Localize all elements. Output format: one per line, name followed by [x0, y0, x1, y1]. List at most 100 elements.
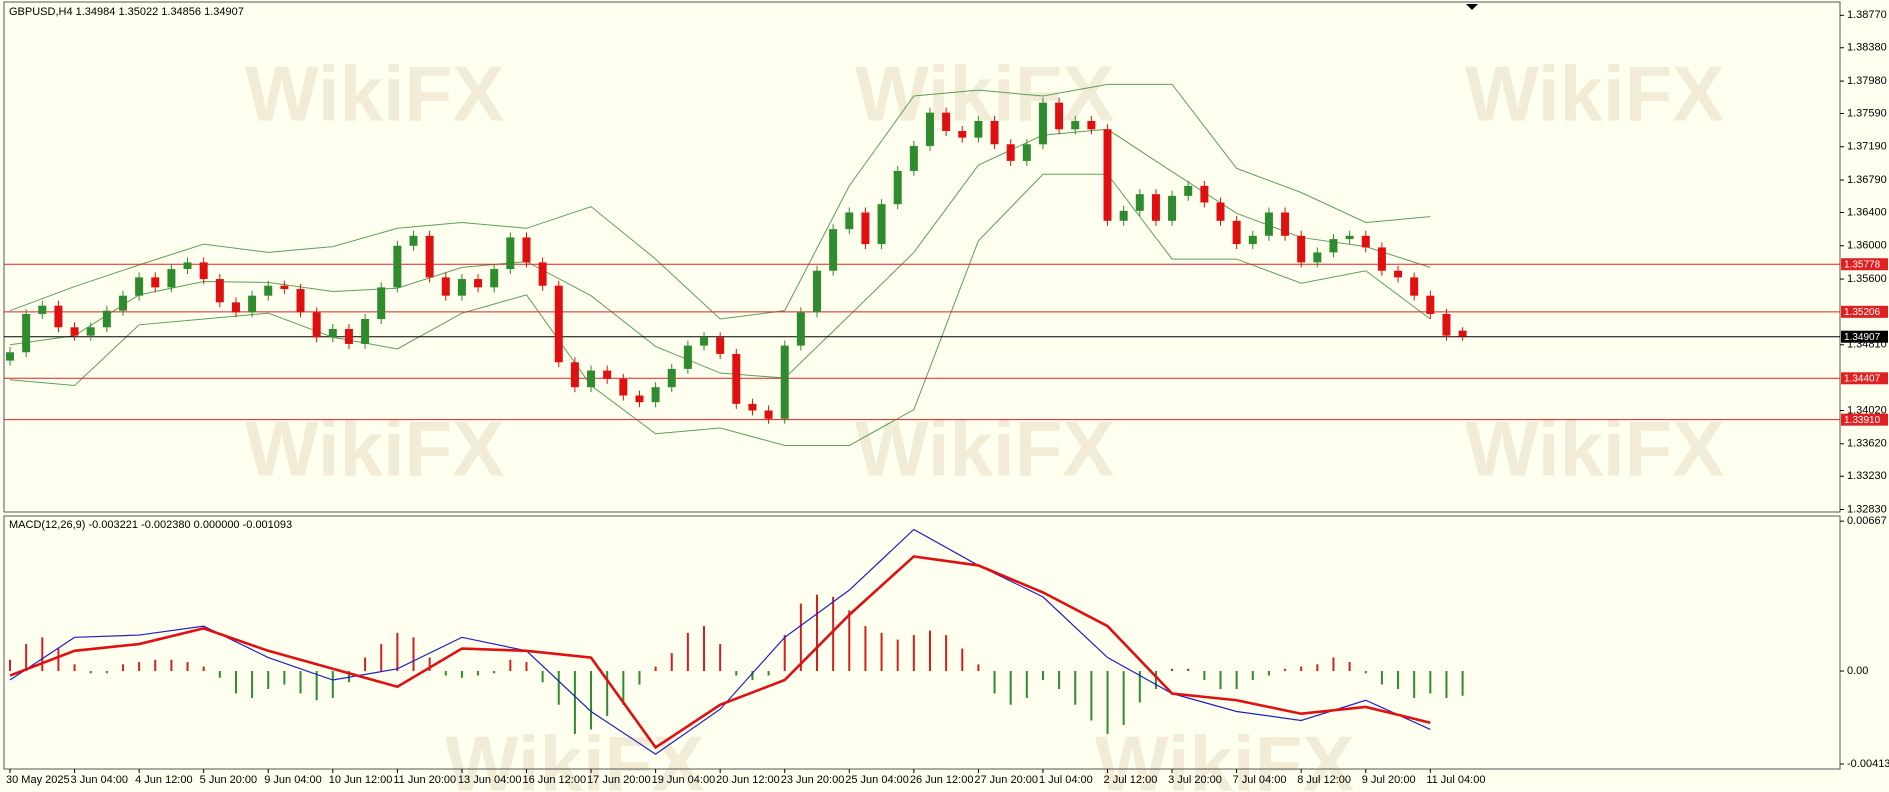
candle-body [1394, 270, 1403, 278]
macd-histogram-bar [832, 596, 835, 672]
candle-body [683, 345, 692, 369]
macd-histogram-bar [121, 664, 124, 672]
macd-histogram-bar [1267, 671, 1270, 676]
candle-body [54, 305, 63, 328]
candle-body [764, 410, 773, 419]
macd-tick-label: 0.00 [1847, 665, 1868, 677]
macd-histogram-bar [1187, 668, 1190, 672]
candle-body [22, 313, 31, 353]
macd-histogram-bar [138, 662, 141, 672]
watermark: WikiFX [245, 50, 504, 138]
candle-body [813, 270, 821, 313]
x-tick-label: 4 Jun 12:00 [135, 774, 193, 786]
candle-body [1264, 212, 1273, 236]
macd-histogram-bar [460, 671, 463, 678]
macd-histogram-bar [654, 666, 657, 672]
candle-body [651, 387, 660, 403]
bollinger-middle [9, 128, 1431, 379]
macd-histogram-bar [509, 659, 512, 672]
candle-body [1426, 295, 1435, 314]
macd-histogram-bar [912, 635, 915, 672]
macd-histogram-bar [89, 671, 92, 674]
candle-body [1135, 194, 1144, 211]
candle-body [70, 327, 79, 336]
x-tick-label: 8 Jul 12:00 [1297, 774, 1351, 786]
x-tick-label: 26 Jun 12:00 [910, 774, 974, 786]
macd-histogram-bar [848, 610, 851, 672]
candle-body [393, 245, 402, 288]
candle-body [280, 285, 289, 290]
macd-histogram-bar [1380, 671, 1383, 685]
candle-body [893, 170, 902, 205]
y-tick-label: 1.37190 [1847, 141, 1887, 153]
macd-histogram-bar [799, 603, 802, 672]
macd-histogram-bar [1041, 671, 1044, 681]
candle-body [732, 353, 741, 404]
macd-histogram-bar [1429, 671, 1432, 694]
candle-body [1151, 194, 1160, 221]
macd-histogram-bar [590, 671, 593, 730]
x-tick-label: 30 May 2025 [6, 774, 70, 786]
candle-body [441, 277, 450, 296]
watermark: WikiFX [1465, 50, 1724, 138]
candle-body [215, 279, 224, 303]
macd-histogram-bar [1203, 671, 1206, 681]
candle-body [829, 229, 838, 271]
macd-histogram-bar [1219, 671, 1222, 690]
macd-histogram-bar [234, 671, 237, 694]
candle-body [474, 279, 483, 288]
bollinger-upper [9, 83, 1431, 320]
candle-body [38, 305, 47, 314]
candle-body [1297, 235, 1306, 263]
macd-histogram-bar [57, 648, 60, 672]
candle-body [522, 237, 531, 263]
macd-histogram-bar [1009, 671, 1012, 705]
level-label: 1.35206 [1844, 307, 1881, 318]
y-tick-label: 1.33230 [1847, 470, 1887, 482]
level-label: 1.34407 [1844, 373, 1881, 384]
macd-histogram-bar [9, 659, 11, 672]
candle-body [877, 204, 886, 245]
macd-histogram-bar [557, 671, 560, 705]
watermark: WikiFX [1465, 405, 1724, 493]
y-tick-label: 1.35600 [1847, 273, 1887, 285]
y-tick-label: 1.32830 [1847, 503, 1887, 515]
macd-histogram-bar [251, 671, 254, 698]
candle-body [490, 269, 499, 288]
x-tick-label: 20 Jun 12:00 [716, 774, 780, 786]
candle-body [457, 279, 466, 296]
watermark: WikiFX [1095, 720, 1354, 792]
macd-histogram-bar [638, 671, 641, 685]
macd-signal [9, 555, 1431, 750]
x-tick-label: 9 Jul 20:00 [1362, 774, 1416, 786]
candle-body [974, 120, 983, 138]
macd-histogram-bar [299, 671, 302, 694]
candle-body [570, 362, 579, 388]
candle-body [1216, 202, 1225, 221]
level-tag [1841, 372, 1888, 385]
y-tick-label: 1.36790 [1847, 174, 1887, 186]
candle-body [361, 318, 370, 344]
macd-histogram-bar [1074, 671, 1077, 705]
candle-body [909, 145, 918, 171]
macd-histogram-bar [1300, 666, 1303, 672]
candle-body [1232, 220, 1241, 245]
macd-histogram-bar [1348, 662, 1351, 672]
candle-body [748, 403, 757, 411]
macd-tick-label: 0.00667 [1847, 515, 1887, 527]
candle-body [328, 328, 337, 338]
macd-histogram-bar [1461, 671, 1464, 696]
candle-body [1248, 235, 1257, 245]
shift-marker [1466, 4, 1478, 10]
macd-histogram-bar [412, 637, 415, 672]
candle-body [1200, 185, 1209, 203]
watermarks: WikiFX WikiFX WikiFX WikiFX WikiFX WikiFX Wiki… [245, 50, 1724, 792]
candle-body [554, 285, 563, 363]
macd-main [9, 528, 1431, 755]
macd-histogram-bar [444, 671, 447, 676]
macd-panel [3, 515, 1841, 770]
chart-title: GBPUSD,H4 1.34984 1.35022 1.34856 1.3490… [9, 6, 244, 18]
macd-histogram-bar [864, 626, 867, 672]
candle-body [1458, 330, 1467, 337]
